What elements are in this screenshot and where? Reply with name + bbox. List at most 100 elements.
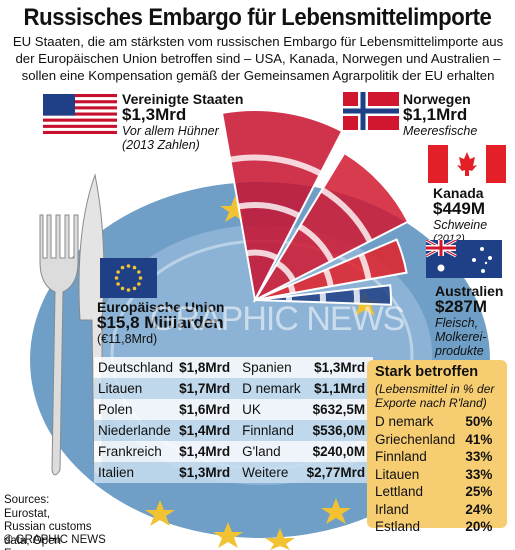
eu-flag-star [138,276,143,280]
eu-table-value: $1,6Mrd [179,402,231,417]
most-affected-percent: 33% [465,449,493,465]
canada-value: $449M [433,199,485,218]
eu-table-country: Frankreich [98,444,162,459]
pie-wedges [220,109,410,306]
most-affected-box: Stark betroffen (Lebensmittel in % der E… [367,360,507,534]
most-affected-row: Estland 20% [373,518,494,536]
us-note2: (2013 Zahlen) [122,138,200,152]
pie-slice-stripe [358,253,372,281]
eu-table-row: Italien $1,3Mrd Weitere $2,77Mrd [94,462,374,483]
eu-table-value: $1,1Mrd [314,381,366,396]
eu-table-value: $1,8Mrd [179,360,231,375]
page-title: Russisches Embargo für Lebensmittelimpor… [23,4,492,31]
eu-name: Europäische Union [97,299,225,315]
most-affected-country: Litauen [375,466,420,482]
eu-table-row: Deutschland $1,8Mrd Spanien $1,3Mrd [94,357,374,378]
eu-flag-star [116,282,120,286]
norway-note: Meeresfische [403,124,478,138]
australia-name: Australien [435,283,504,299]
us-name: Vereinigte Staaten [122,91,244,107]
us-note: Vor allem Hühner [122,124,219,138]
most-affected-country: Estland [375,519,421,535]
eu-table-country: Niederlande [98,423,171,438]
pie-slice-stripe [229,154,322,177]
credit: © GRAPHIC NEWS [4,534,106,546]
most-affected-percent: 41% [465,431,493,447]
eu-table-value: $240,0M [312,444,366,459]
pie-slice-stripe [275,260,296,282]
canada-label: Kanada $449M Schweine (2012) [433,186,487,246]
norway-label: Norwegen $1,1Mrd Meeresfische [403,92,477,138]
most-affected-note: (Lebensmittel in % der Exporte nach R'la… [375,382,495,410]
eu-flag-star [116,270,120,274]
pie-slice-norway [252,151,410,303]
eu-table-country: Polen [98,402,133,417]
pie-slice-stripe [237,202,300,219]
canada-note: Schweine [433,218,488,232]
eu-flag-star [132,265,137,270]
eu-table-value: $1,4Mrd [179,423,231,438]
most-affected-table: D nemark 50% Griechenland 41% Finnland 33% Lit… [373,413,494,536]
eu-table-country: Litauen [98,381,143,396]
most-affected-country: Irland [375,501,409,517]
eu-flag-star [126,288,131,292]
eu-table-row: Polen $1,6Mrd UK $632,5M [94,399,374,420]
eu-table-value: $2,77Mrd [306,465,366,480]
eu-table-country: Deutschland [98,360,174,375]
most-affected-title: Stark betroffen [375,364,479,380]
us-value: $1,3Mrd [122,105,187,124]
most-affected-row: Lettland 25% [373,483,494,501]
most-affected-country: D nemark [375,414,434,430]
most-affected-country: Griechenland [375,431,456,447]
eu-table-value: $1,3Mrd [179,465,231,480]
eu-table-value: $1,7Mrd [179,381,231,396]
us-flag-icon [43,94,117,134]
most-affected-row: Litauen 33% [373,466,494,484]
most-affected-row: Finnland 33% [373,448,494,466]
eu-table-country: UK [242,402,261,417]
canada-name: Kanada [433,185,484,201]
eu-flag-star [137,270,141,274]
eu-table-value: $536,0M [312,423,366,438]
us-label: Vereinigte Staaten $1,3Mrd Vor allem Hüh… [122,92,243,152]
eu-flag-icon [100,258,157,298]
norway-value: $1,1Mrd [403,105,468,124]
pie-slice-stripe [320,187,373,243]
most-affected-row: Irland 24% [373,501,494,519]
fork-illustration [39,214,79,476]
eu-total-alt: (€11,8Mrd) [97,332,158,346]
most-affected-country: Finnland [375,449,427,465]
most-affected-percent: 20% [465,519,493,535]
eu-table-country: Weitere [242,465,289,480]
eu-flag-star [137,282,141,286]
australia-note: Fleisch, Molkerei-produkte [435,316,487,358]
norway-flag-icon [343,92,399,130]
subtitle: EU Staaten, die am stärksten vom russisc… [12,34,504,83]
knife-illustration [78,173,105,476]
eu-table-row: Litauen $1,7Mrd D nemark $1,1Mrd [94,378,374,399]
eu-flag-star [126,264,131,268]
most-affected-percent: 50% [465,414,493,430]
eu-table-value: $632,5M [312,402,366,417]
norway-name: Norwegen [403,91,471,107]
pie-slice-stripe [353,288,360,304]
most-affected-percent: 33% [465,466,493,482]
pie-slice-stripe [298,223,335,263]
most-affected-country: Lettland [375,484,424,500]
eu-country-table: Deutschland $1,8Mrd Spanien $1,3Mrd Litauen $… [94,357,374,483]
eu-table-country: D nemark [242,381,301,396]
eu-table-country: Italien [98,465,135,480]
eu-table-country: Finnland [242,423,294,438]
australia-label: Australien $287M Fleisch, Molkerei-produ… [435,284,515,358]
most-affected-row: D nemark 50% [373,413,494,431]
eu-flag-star [120,265,125,270]
eu-flag-star [132,286,137,291]
australia-value: $287M [435,297,487,316]
australia-flag-icon [426,240,502,278]
eu-table-value: $1,3Mrd [314,360,366,375]
sources: Sources: Eurostat, Russian customs data,… [4,494,92,550]
eu-flag-star [120,286,125,291]
eu-table-country: Spanien [242,360,292,375]
eu-table-row: Frankreich $1,4Mrd G'land $240,0M [94,441,374,462]
